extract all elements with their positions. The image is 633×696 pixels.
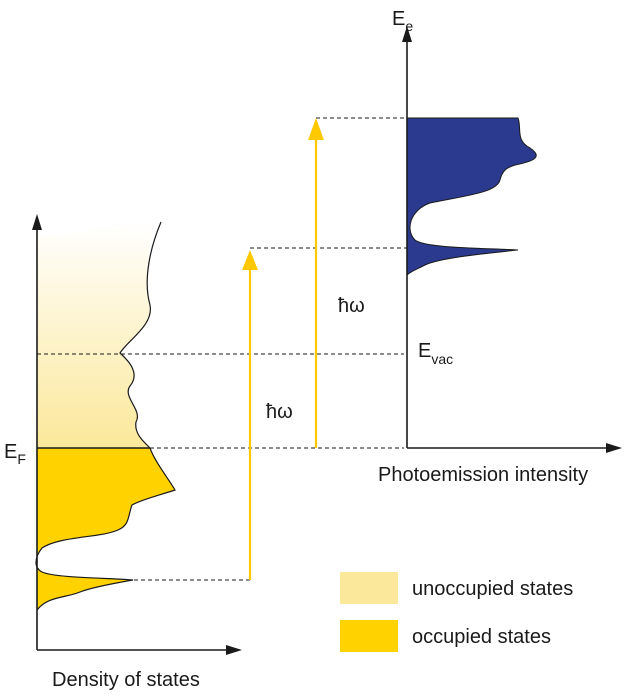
- occupied-states-region: [36, 448, 175, 610]
- dos-y-axis-arrowhead: [32, 214, 42, 230]
- legend-swatch-occupied: [340, 620, 398, 652]
- photon-arrow-short-head: [242, 250, 258, 270]
- legend: unoccupied states occupied states: [340, 572, 573, 652]
- legend-label-unoccupied: unoccupied states: [412, 578, 573, 600]
- photon-arrows: [242, 118, 324, 580]
- dos-panel: [32, 214, 242, 655]
- fermi-energy-label: EF: [4, 441, 26, 467]
- legend-label-occupied: occupied states: [412, 626, 551, 648]
- unoccupied-states-region: [37, 221, 155, 448]
- photon-energy-label-short: ħω: [266, 401, 293, 423]
- legend-swatch-unoccupied: [340, 572, 398, 604]
- dos-x-axis-arrowhead: [226, 645, 242, 655]
- pe-y-axis-arrowhead: [402, 26, 412, 42]
- dos-curve: [35, 221, 176, 611]
- dos-x-axis-label: Density of states: [52, 669, 200, 691]
- photon-energy-label-long: ħω: [338, 295, 365, 317]
- photoemission-spectrum: [406, 117, 537, 277]
- electron-energy-label: Ee: [392, 8, 413, 34]
- dashed-guides: [37, 117, 410, 581]
- vacuum-energy-label: Evac: [418, 340, 453, 367]
- photoemission-panel: [402, 26, 622, 453]
- photon-arrow-long-head: [308, 118, 324, 140]
- pe-x-axis-label: Photoemission intensity: [378, 464, 588, 486]
- pe-x-axis-arrowhead: [606, 443, 622, 453]
